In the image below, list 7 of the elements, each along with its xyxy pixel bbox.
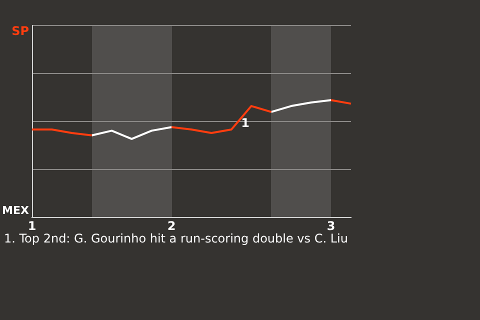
text: MEX	[2, 204, 30, 217]
text: 1. Top 2nd: G. Gourinho hit a run-scoring double vs C. Liu	[4, 232, 348, 246]
x-tick-label: 3	[326, 218, 336, 233]
x-tick-label: 1	[28, 218, 36, 233]
text: SP	[12, 24, 30, 38]
annotation: 1	[241, 116, 250, 130]
x-tick-label: 2	[167, 218, 176, 233]
